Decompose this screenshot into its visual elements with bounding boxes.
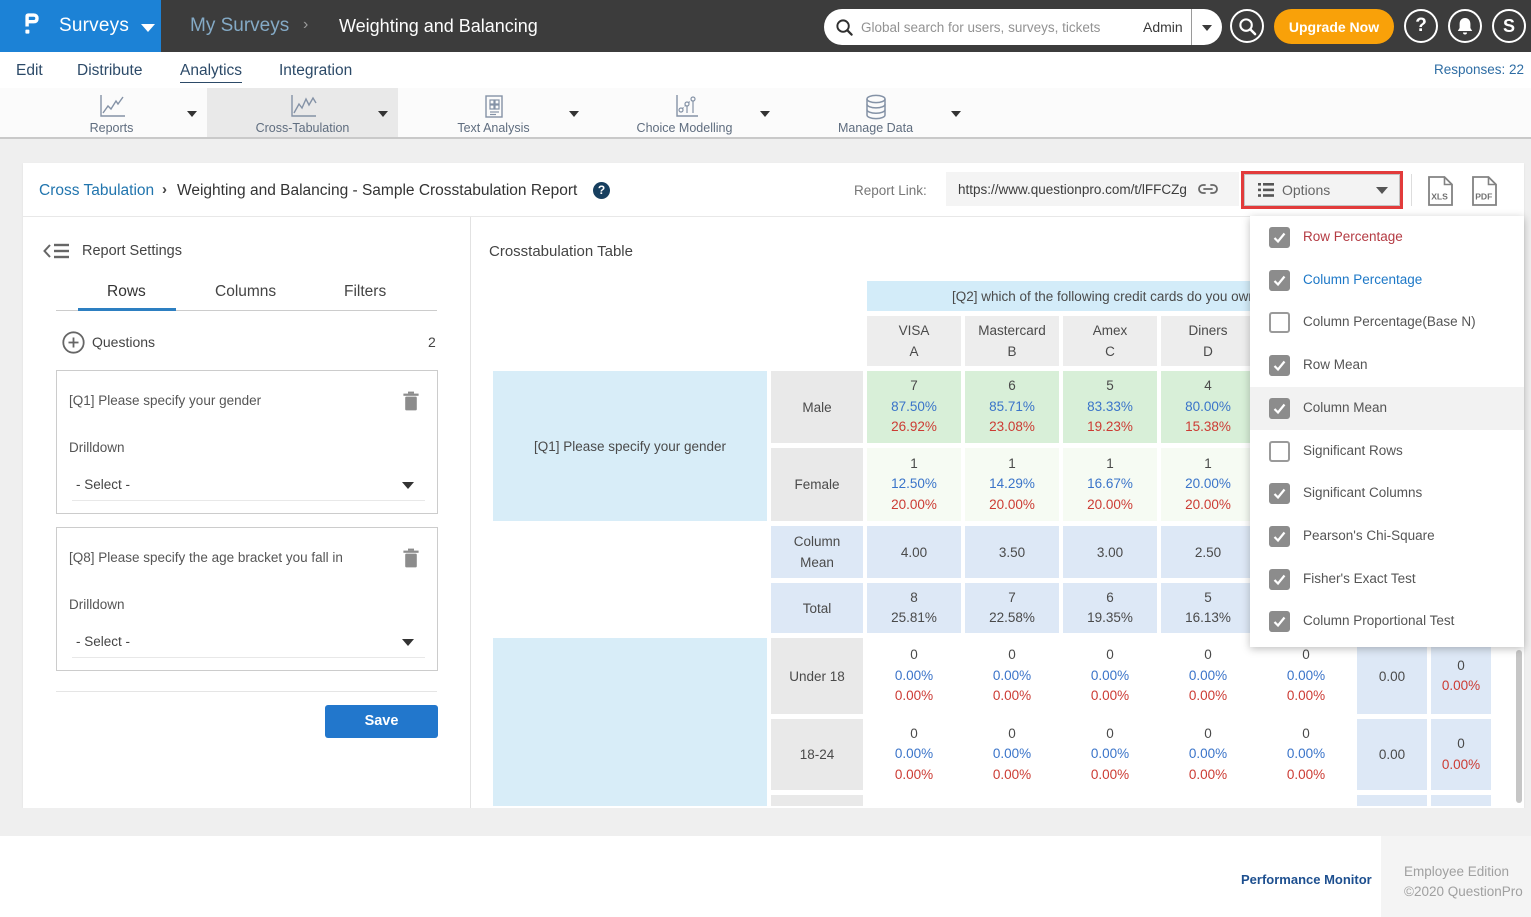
svg-text:XLS: XLS	[1431, 192, 1448, 202]
svg-text:PDF: PDF	[1475, 192, 1492, 202]
